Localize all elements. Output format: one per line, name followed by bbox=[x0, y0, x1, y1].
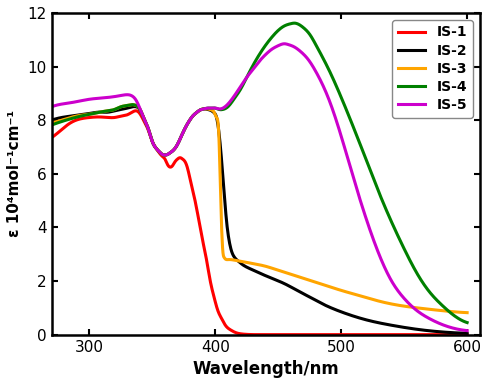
IS-4 bbox=[381, 201, 387, 206]
IS-1 bbox=[232, 330, 238, 335]
Line: IS-3: IS-3 bbox=[51, 105, 467, 313]
IS-1 bbox=[381, 332, 387, 337]
IS-2 bbox=[381, 321, 387, 326]
IS-1 bbox=[335, 332, 341, 337]
IS-2 bbox=[49, 118, 54, 122]
IS-1 bbox=[217, 313, 223, 318]
Line: IS-5: IS-5 bbox=[51, 44, 467, 331]
IS-4 bbox=[232, 96, 238, 100]
IS-5 bbox=[381, 263, 387, 267]
IS-1 bbox=[464, 332, 470, 337]
IS-4 bbox=[91, 111, 97, 116]
IS-4 bbox=[334, 86, 340, 91]
IS-4 bbox=[292, 21, 297, 25]
IS-2 bbox=[464, 331, 470, 336]
IS-3 bbox=[217, 174, 223, 179]
IS-5 bbox=[49, 104, 54, 109]
Line: IS-1: IS-1 bbox=[51, 111, 467, 335]
IS-2 bbox=[373, 320, 379, 325]
IS-3 bbox=[334, 287, 340, 291]
IS-1 bbox=[373, 332, 379, 337]
IS-5 bbox=[91, 96, 97, 101]
IS-5 bbox=[464, 328, 470, 333]
IS-3 bbox=[373, 298, 379, 303]
IS-2 bbox=[131, 104, 137, 109]
IS-5 bbox=[334, 122, 340, 126]
IS-4 bbox=[464, 320, 470, 325]
IS-3 bbox=[464, 310, 470, 315]
IS-5 bbox=[282, 42, 288, 46]
IS-5 bbox=[373, 244, 379, 249]
IS-2 bbox=[217, 141, 223, 146]
IS-1 bbox=[49, 135, 54, 140]
IS-3 bbox=[49, 121, 54, 125]
IS-3 bbox=[91, 111, 97, 116]
IS-3 bbox=[381, 300, 387, 305]
Legend: IS-1, IS-2, IS-3, IS-4, IS-5: IS-1, IS-2, IS-3, IS-4, IS-5 bbox=[392, 20, 473, 118]
IS-3 bbox=[129, 102, 135, 107]
IS-1 bbox=[257, 332, 263, 337]
IS-4 bbox=[217, 107, 222, 112]
IS-1 bbox=[133, 109, 139, 113]
IS-4 bbox=[49, 123, 54, 127]
IS-2 bbox=[334, 308, 340, 313]
IS-4 bbox=[373, 183, 379, 187]
Line: IS-4: IS-4 bbox=[51, 23, 467, 323]
Line: IS-2: IS-2 bbox=[51, 107, 467, 333]
Y-axis label: ε 10⁴mol⁻¹cm⁻¹: ε 10⁴mol⁻¹cm⁻¹ bbox=[7, 110, 22, 238]
IS-5 bbox=[232, 93, 238, 98]
IS-3 bbox=[232, 258, 238, 263]
IS-1 bbox=[91, 115, 97, 119]
IS-2 bbox=[232, 256, 238, 260]
IS-2 bbox=[91, 110, 97, 115]
X-axis label: Wavelength/nm: Wavelength/nm bbox=[192, 360, 339, 378]
IS-5 bbox=[217, 107, 222, 111]
